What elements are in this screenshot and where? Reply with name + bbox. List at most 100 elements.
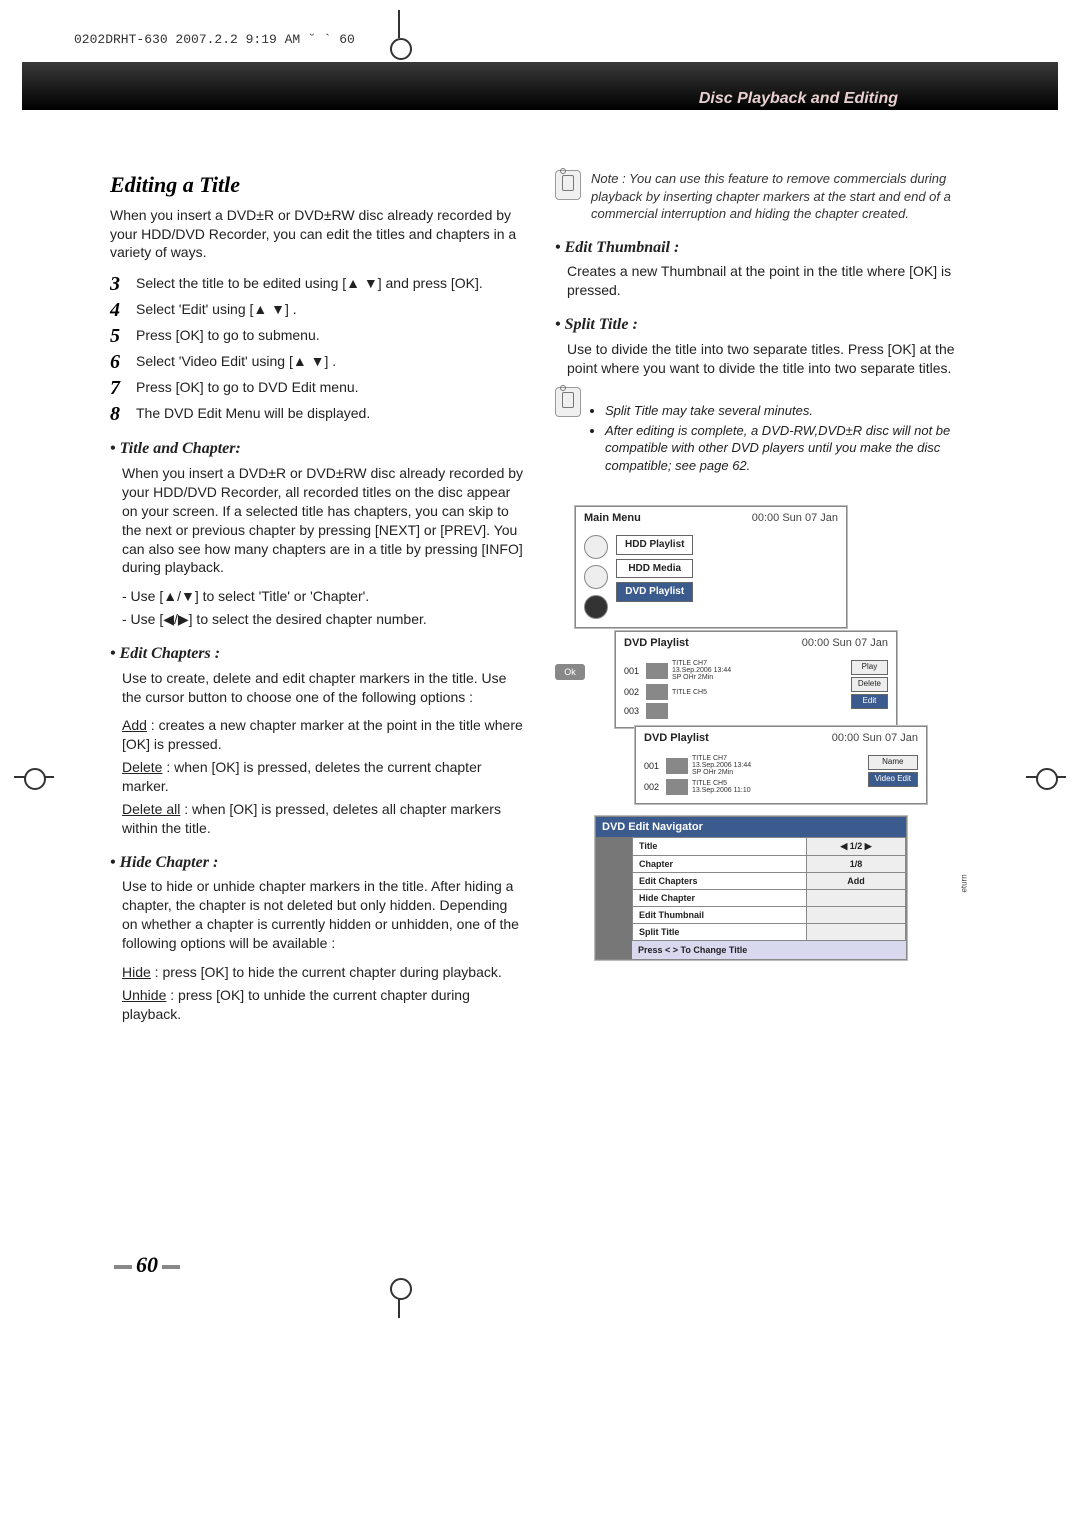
hide-chapter-hide: Hide : press [OK] to hide the current ch… xyxy=(122,963,525,982)
main-menu-panel: Main Menu 00:00 Sun 07 Jan HDD Playlist … xyxy=(575,506,847,629)
print-header: 0202DRHT-630 2007.2.2 9:19 AM ˘ ` 60 xyxy=(74,32,355,47)
step-text: Press [OK] to go to submenu. xyxy=(136,326,525,345)
dvd-playlist-header: DVD Playlist 00:00 Sun 07 Jan xyxy=(616,632,896,655)
nav-label: Chapter xyxy=(633,855,807,872)
name-button[interactable]: Name xyxy=(868,755,918,770)
note-2-list: Split Title may take several minutes. Af… xyxy=(591,400,970,476)
dvd-playlist-panel-1: DVD Playlist 00:00 Sun 07 Jan 001 TITLE … xyxy=(615,631,897,729)
ok-button[interactable]: Ok xyxy=(555,664,585,680)
nav-value: 1/8 xyxy=(807,855,906,872)
nav-table: Title◀ 1/2 ▶ Chapter1/8 Edit ChaptersAdd… xyxy=(632,837,906,941)
playlist-row[interactable]: 001 TITLE CH713.Sep.2006 13:44SP OHr 2Mi… xyxy=(624,660,843,681)
edit-chapters-body: Use to create, delete and edit chapter m… xyxy=(122,669,525,707)
hdd-playlist-button[interactable]: HDD Playlist xyxy=(616,535,693,555)
delete-text: : when [OK] is pressed, deletes the curr… xyxy=(122,759,482,794)
page: 0202DRHT-630 2007.2.2 9:19 AM ˘ ` 60 Dis… xyxy=(0,0,1080,1528)
step-5: 5 Press [OK] to go to submenu. xyxy=(110,326,525,346)
row-thumb xyxy=(666,779,688,795)
timestamp: 00:00 Sun 07 Jan xyxy=(832,731,918,746)
row-num: 002 xyxy=(644,781,662,793)
note-2a: Split Title may take several minutes. xyxy=(605,402,970,420)
row-num: 003 xyxy=(624,705,642,717)
dvd-playlist-title: DVD Playlist xyxy=(644,731,709,746)
dvd-playlist-button[interactable]: DVD Playlist xyxy=(616,582,693,602)
playlist-row[interactable]: 003 xyxy=(624,703,843,719)
crop-mark-left xyxy=(14,758,54,798)
intro-paragraph: When you insert a DVD±R or DVD±RW disc a… xyxy=(110,206,525,263)
nav-row-split-title[interactable]: Split Title xyxy=(633,924,906,941)
step-text: Press [OK] to go to DVD Edit menu. xyxy=(136,378,525,397)
step-4: 4Select 'Edit' using [▲ ▼] . xyxy=(110,300,525,320)
playlist-rows: 001 TITLE CH713.Sep.2006 13:44SP OHr 2Mi… xyxy=(624,660,843,719)
step-num: 5 xyxy=(110,326,126,346)
crop-mark-top xyxy=(380,10,420,50)
step-num: 6 xyxy=(110,352,126,372)
edit-thumbnail-body: Creates a new Thumbnail at the point in … xyxy=(567,262,970,300)
row-info: TITLE CH713.Sep.2006 13:44SP OHr 2Min xyxy=(692,755,751,776)
underline-add: Add xyxy=(122,717,147,733)
split-title-heading: Split Title : xyxy=(555,314,970,336)
step-8: 8 The DVD Edit Menu will be displayed. xyxy=(110,404,525,424)
step-text: The DVD Edit Menu will be displayed. xyxy=(136,404,525,423)
row-num: 001 xyxy=(624,665,642,677)
nav-row-edit-chapters[interactable]: Edit ChaptersAdd xyxy=(633,872,906,889)
edit-thumbnail-heading: Edit Thumbnail : xyxy=(555,237,970,259)
nav-row-chapter[interactable]: Chapter1/8 xyxy=(633,855,906,872)
play-button[interactable]: Play xyxy=(851,660,888,675)
step-6: 6Select 'Video Edit' using [▲ ▼] . xyxy=(110,352,525,372)
nav-label: Hide Chapter xyxy=(633,889,807,906)
hide-chapter-heading: Hide Chapter : xyxy=(110,852,525,874)
hide-chapter-unhide: Unhide : press [OK] to unhide the curren… xyxy=(122,986,525,1024)
title-chapter-sub2: - Use [◀/▶] to select the desired chapte… xyxy=(122,610,525,629)
step-text: Select the title to be edited using [▲ ▼… xyxy=(136,274,525,293)
step-num: 8 xyxy=(110,404,126,424)
crop-mark-right xyxy=(1026,758,1066,798)
crop-mark-bottom xyxy=(380,1278,420,1318)
step-3: 3Select the title to be edited using [▲ … xyxy=(110,274,525,294)
step-num: 7 xyxy=(110,378,126,398)
content-columns: Editing a Title When you insert a DVD±R … xyxy=(110,170,970,1028)
nav-label: Title xyxy=(633,838,807,855)
row-num: 002 xyxy=(624,686,642,698)
delete-button[interactable]: Delete xyxy=(851,677,888,692)
note-2: Split Title may take several minutes. Af… xyxy=(555,387,970,489)
timestamp: 00:00 Sun 07 Jan xyxy=(752,511,838,526)
nav-header: DVD Edit Navigator xyxy=(596,817,906,838)
playlist-side-buttons: Name Video Edit xyxy=(868,755,918,795)
note-2b: After editing is complete, a DVD-RW,DVD±… xyxy=(605,422,970,475)
hide-chapter-body: Use to hide or unhide chapter markers in… xyxy=(122,877,525,953)
return-label: eturn xyxy=(959,874,970,892)
row-thumb xyxy=(646,703,668,719)
menu-screenshot-stack: Main Menu 00:00 Sun 07 Jan HDD Playlist … xyxy=(555,506,970,946)
step-7: 7 Press [OK] to go to DVD Edit menu. xyxy=(110,378,525,398)
note-1: Note : You can use this feature to remov… xyxy=(555,170,970,223)
playlist-row[interactable]: 001 TITLE CH713.Sep.2006 13:44SP OHr 2Mi… xyxy=(644,755,860,776)
video-edit-button[interactable]: Video Edit xyxy=(868,772,918,787)
playlist-row[interactable]: 002 TITLE CH513.Sep.2006 11:10 xyxy=(644,779,860,795)
nav-thumbnail xyxy=(596,837,632,959)
note-icon xyxy=(555,387,581,417)
hide-text: : press [OK] to hide the current chapter… xyxy=(151,964,502,980)
hdd-media-button[interactable]: HDD Media xyxy=(616,559,693,579)
hdd-media-icon xyxy=(584,565,608,589)
nav-row-hide-chapter[interactable]: Hide Chapter xyxy=(633,889,906,906)
playlist-side-buttons: Play Delete Edit xyxy=(851,660,888,719)
nav-row-title[interactable]: Title◀ 1/2 ▶ xyxy=(633,838,906,855)
nav-row-edit-thumbnail[interactable]: Edit Thumbnail xyxy=(633,906,906,923)
edit-button[interactable]: Edit xyxy=(851,694,888,709)
timestamp: 00:00 Sun 07 Jan xyxy=(802,636,888,651)
hdd-playlist-icon xyxy=(584,535,608,559)
split-title-body: Use to divide the title into two separat… xyxy=(567,340,970,378)
dvd-playlist-header: DVD Playlist 00:00 Sun 07 Jan xyxy=(636,727,926,750)
chapter-header-bar: Disc Playback and Editing xyxy=(22,62,1058,110)
main-menu-body: HDD Playlist HDD Media DVD Playlist xyxy=(576,529,846,627)
playlist-rows: 001 TITLE CH713.Sep.2006 13:44SP OHr 2Mi… xyxy=(644,755,860,795)
underline-hide: Hide xyxy=(122,964,151,980)
nav-label: Edit Chapters xyxy=(633,872,807,889)
edit-chapters-delete-all: Delete all : when [OK] is pressed, delet… xyxy=(122,800,525,838)
dvd-edit-navigator-panel: DVD Edit Navigator Title◀ 1/2 ▶ Chapter1… xyxy=(595,816,907,961)
note-1-text: Note : You can use this feature to remov… xyxy=(591,170,970,223)
playlist-row[interactable]: 002 TITLE CH5 xyxy=(624,684,843,700)
dvd-playlist-title: DVD Playlist xyxy=(624,636,689,651)
title-chapter-sub1: - Use [▲/▼] to select 'Title' or 'Chapte… xyxy=(122,587,525,606)
